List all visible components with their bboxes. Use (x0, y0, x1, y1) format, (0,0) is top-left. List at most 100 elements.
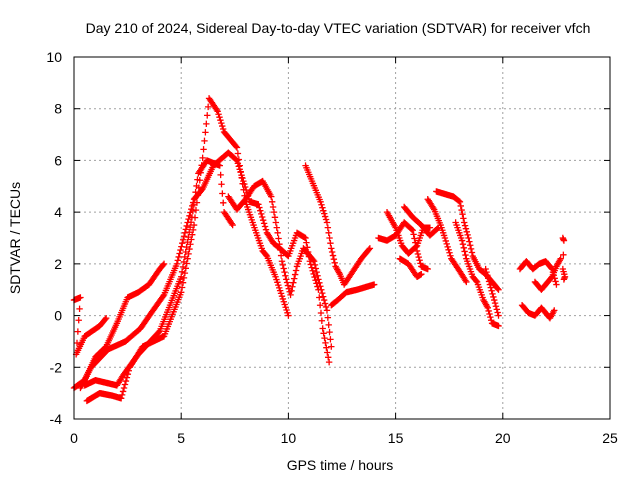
data-point (240, 177, 247, 185)
data-point (270, 208, 278, 216)
data-point (175, 253, 182, 261)
data-point (229, 221, 236, 229)
series-track-1 (70, 294, 110, 358)
series-track-20 (559, 234, 569, 283)
series-track-4 (83, 95, 292, 405)
data-point (277, 252, 285, 259)
data-point (274, 229, 281, 237)
data-point (278, 258, 286, 265)
data-point (178, 243, 185, 250)
data-point (191, 214, 199, 221)
data-point (557, 255, 564, 262)
data-point (237, 169, 244, 176)
data-point (461, 222, 469, 229)
data-point (319, 325, 326, 332)
data-point (318, 201, 325, 208)
data-point (311, 273, 318, 281)
data-point (491, 299, 499, 307)
data-point (410, 231, 417, 238)
data-point (177, 246, 184, 254)
data-point (239, 174, 246, 182)
y-tick-label: -2 (50, 359, 63, 375)
data-point (551, 307, 558, 314)
data-point (117, 395, 125, 402)
data-point (216, 114, 223, 121)
data-point (214, 108, 221, 115)
data-point (318, 317, 326, 324)
data-point (324, 224, 332, 231)
data-point (204, 103, 212, 111)
data-point (312, 265, 320, 272)
x-tick-label: 15 (388, 430, 404, 446)
data-point (179, 263, 187, 271)
data-point (290, 279, 297, 286)
data-point (268, 193, 275, 200)
x-tick-label: 5 (177, 430, 185, 446)
data-point (560, 251, 567, 259)
data-point (462, 225, 470, 232)
data-point (189, 226, 197, 234)
x-tick-label: 0 (70, 430, 78, 446)
series-track-19 (531, 255, 564, 293)
data-point (494, 309, 501, 316)
data-point (181, 269, 189, 277)
data-point (365, 246, 373, 253)
data-point (185, 215, 192, 223)
data-point (483, 268, 490, 276)
data-point (467, 242, 474, 249)
data-point (462, 251, 469, 259)
data-point (317, 283, 324, 290)
data-point (199, 154, 206, 162)
data-point (197, 169, 204, 176)
x-tick-label: 25 (602, 430, 618, 446)
data-point (444, 243, 451, 251)
data-point (289, 283, 296, 290)
data-point (288, 287, 295, 295)
data-point (316, 294, 323, 301)
data-point (317, 198, 324, 205)
data-point (328, 245, 335, 252)
data-point (269, 203, 277, 211)
data-point (180, 233, 188, 240)
data-point (200, 146, 207, 153)
data-point (328, 343, 335, 350)
data-point (284, 282, 292, 289)
x-tick-label: 20 (495, 430, 511, 446)
series-track-2 (70, 260, 168, 392)
data-point (325, 354, 332, 361)
data-point (486, 281, 494, 288)
data-point (122, 377, 130, 385)
data-point (459, 211, 466, 218)
data-point (325, 321, 332, 329)
data-point (187, 209, 194, 216)
data-point (232, 156, 240, 163)
data-point (275, 235, 282, 242)
data-point (234, 150, 242, 157)
data-point (329, 252, 337, 259)
data-point (281, 268, 288, 276)
data-point (213, 106, 220, 114)
x-axis-label: GPS time / hours (287, 457, 394, 473)
data-point (159, 261, 167, 269)
data-point (310, 258, 318, 265)
data-point (187, 241, 194, 248)
data-point (308, 264, 315, 271)
data-point (312, 277, 319, 284)
data-point (186, 245, 193, 253)
data-point (198, 162, 205, 169)
data-point (491, 296, 498, 304)
data-point (442, 237, 450, 245)
data-point (463, 278, 470, 286)
data-point (468, 249, 476, 256)
series-track-12 (400, 203, 442, 239)
data-point (183, 222, 190, 230)
data-point (291, 275, 298, 282)
data-point (331, 259, 338, 267)
data-point (319, 204, 326, 211)
data-point (184, 219, 191, 226)
data-point (204, 112, 211, 119)
data-point (287, 291, 294, 299)
data-point (327, 239, 334, 247)
data-point (257, 207, 264, 214)
data-point (238, 172, 245, 179)
